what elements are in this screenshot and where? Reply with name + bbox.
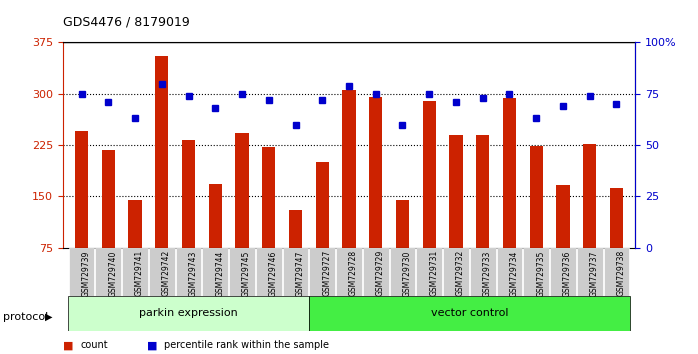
FancyBboxPatch shape: [336, 248, 362, 296]
Text: GSM729734: GSM729734: [510, 250, 519, 297]
Text: GSM729727: GSM729727: [322, 250, 332, 296]
FancyBboxPatch shape: [417, 248, 442, 296]
FancyBboxPatch shape: [470, 248, 496, 296]
Text: GSM729731: GSM729731: [429, 250, 438, 296]
Text: GSM729744: GSM729744: [215, 250, 224, 297]
Bar: [422, 101, 436, 248]
Bar: [75, 131, 88, 248]
Text: GSM729738: GSM729738: [616, 250, 625, 296]
FancyBboxPatch shape: [68, 296, 309, 331]
Text: GSM729741: GSM729741: [135, 250, 144, 296]
FancyBboxPatch shape: [68, 248, 94, 296]
Text: GSM729729: GSM729729: [376, 250, 385, 296]
Text: percentile rank within the sample: percentile rank within the sample: [164, 340, 329, 350]
Bar: [396, 200, 409, 248]
Text: GSM729736: GSM729736: [563, 250, 572, 297]
Text: GSM729745: GSM729745: [242, 250, 251, 297]
FancyBboxPatch shape: [229, 248, 255, 296]
Text: GSM729746: GSM729746: [269, 250, 278, 297]
Text: GDS4476 / 8179019: GDS4476 / 8179019: [63, 15, 190, 28]
FancyBboxPatch shape: [122, 248, 148, 296]
FancyBboxPatch shape: [309, 296, 630, 331]
Text: GSM729740: GSM729740: [108, 250, 117, 297]
Text: GSM729732: GSM729732: [456, 250, 465, 296]
Text: GSM729743: GSM729743: [188, 250, 198, 297]
Text: GSM729747: GSM729747: [295, 250, 304, 297]
Text: parkin expression: parkin expression: [139, 308, 238, 318]
Text: GSM729728: GSM729728: [349, 250, 358, 296]
FancyBboxPatch shape: [577, 248, 602, 296]
Bar: [556, 185, 570, 248]
Bar: [262, 147, 276, 248]
Bar: [128, 200, 142, 248]
FancyBboxPatch shape: [550, 248, 576, 296]
Bar: [476, 135, 489, 248]
Text: GSM729735: GSM729735: [536, 250, 545, 297]
Bar: [610, 188, 623, 248]
Text: GSM729742: GSM729742: [162, 250, 171, 296]
FancyBboxPatch shape: [149, 248, 174, 296]
Text: GSM729730: GSM729730: [403, 250, 412, 297]
Text: protocol: protocol: [3, 312, 49, 322]
Bar: [209, 184, 222, 248]
FancyBboxPatch shape: [497, 248, 522, 296]
FancyBboxPatch shape: [443, 248, 469, 296]
Bar: [289, 210, 302, 248]
Bar: [369, 97, 383, 248]
FancyBboxPatch shape: [363, 248, 389, 296]
FancyBboxPatch shape: [176, 248, 201, 296]
Bar: [235, 133, 248, 248]
Bar: [583, 144, 596, 248]
FancyBboxPatch shape: [202, 248, 228, 296]
FancyBboxPatch shape: [96, 248, 121, 296]
Bar: [450, 135, 463, 248]
Bar: [102, 150, 115, 248]
Bar: [530, 146, 543, 248]
Text: GSM729733: GSM729733: [483, 250, 491, 297]
Text: ▶: ▶: [45, 312, 53, 322]
Text: GSM729737: GSM729737: [590, 250, 599, 297]
Text: ■: ■: [147, 340, 157, 350]
Text: count: count: [80, 340, 108, 350]
FancyBboxPatch shape: [604, 248, 630, 296]
Bar: [342, 90, 356, 248]
FancyBboxPatch shape: [283, 248, 309, 296]
Text: ■: ■: [63, 340, 73, 350]
Bar: [155, 56, 168, 248]
FancyBboxPatch shape: [524, 248, 549, 296]
Bar: [315, 162, 329, 248]
Bar: [503, 98, 516, 248]
FancyBboxPatch shape: [389, 248, 415, 296]
FancyBboxPatch shape: [309, 248, 335, 296]
Bar: [182, 140, 195, 248]
Text: vector control: vector control: [431, 308, 508, 318]
Text: GSM729739: GSM729739: [82, 250, 91, 297]
FancyBboxPatch shape: [256, 248, 281, 296]
